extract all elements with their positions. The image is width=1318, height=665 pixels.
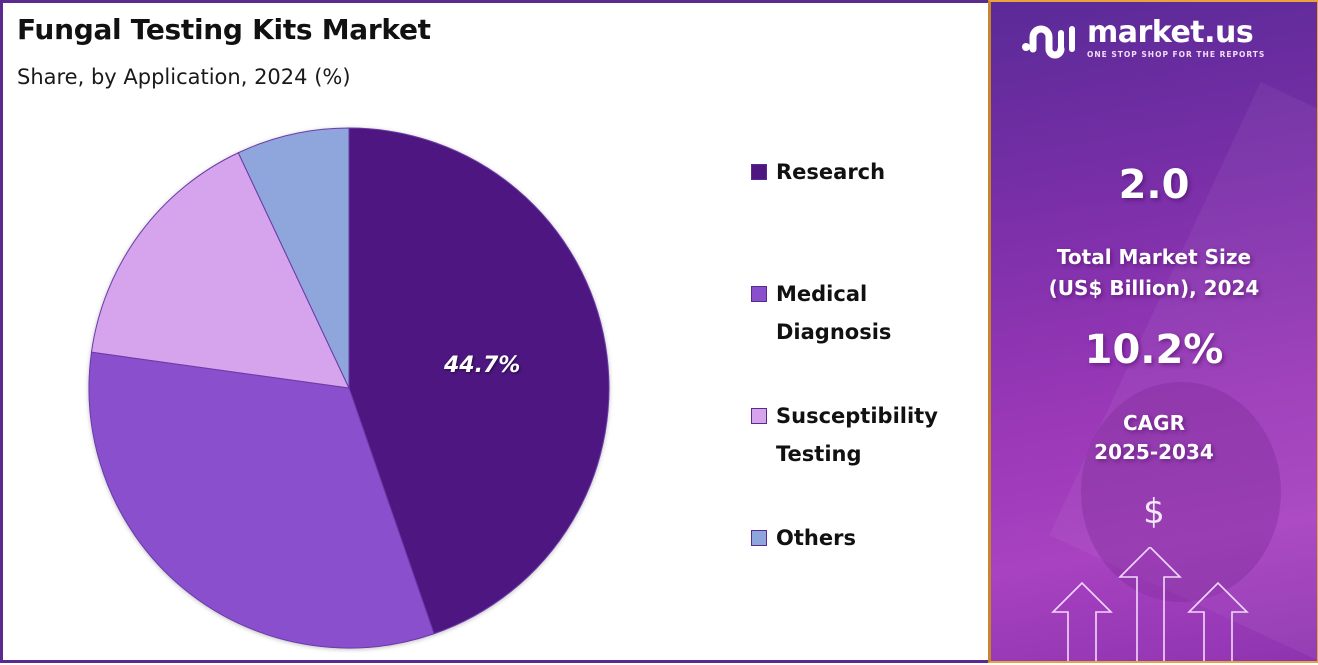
chart-subtitle: Share, by Application, 2024 (%) xyxy=(17,65,351,89)
chart-title: Fungal Testing Kits Market xyxy=(17,13,431,46)
background-coin-decoration xyxy=(1081,382,1281,602)
legend-label: Susceptibility Testing xyxy=(776,404,938,466)
growth-arrows-icon xyxy=(1051,547,1249,661)
brand-name: market.us xyxy=(1087,15,1254,50)
legend-item-others: Others xyxy=(751,519,976,557)
market-size-value: 2.0 xyxy=(1118,162,1190,208)
pie-chart xyxy=(83,121,623,661)
legend-item-research: Research xyxy=(751,153,976,191)
cagr-label-line2: 2025-2034 xyxy=(1094,440,1214,464)
pie-slice-research xyxy=(348,127,610,635)
brand-tagline: ONE STOP SHOP FOR THE REPORTS xyxy=(1087,50,1266,59)
pie-slice-others xyxy=(237,127,350,389)
legend-item-susceptibility-testing: Susceptibility Testing xyxy=(751,397,956,473)
pie-svg xyxy=(88,127,610,649)
summary-panel: market.us ONE STOP SHOP FOR THE REPORTS … xyxy=(988,0,1318,663)
legend-item-medical-diagnosis: Medical Diagnosis xyxy=(751,275,896,351)
cagr-label-line1: CAGR xyxy=(1123,411,1185,435)
slice-label-research: 44.7% xyxy=(444,353,521,378)
market-size-label-line1: Total Market Size xyxy=(1056,245,1252,269)
pie-slice-medical-diagnosis xyxy=(88,351,435,649)
legend-label: Medical Diagnosis xyxy=(776,282,892,344)
brand-logo: market.us ONE STOP SHOP FOR THE REPORTS xyxy=(1021,18,1265,59)
legend-label: Others xyxy=(776,526,856,550)
market-size-label-line2: (US$ Billion), 2024 xyxy=(1048,276,1260,300)
legend-swatch-susceptibility-testing xyxy=(751,408,767,424)
legend-swatch-medical-diagnosis xyxy=(751,286,767,302)
legend-swatch-others xyxy=(751,530,767,546)
legend-swatch-research xyxy=(751,164,767,180)
cagr-value: 10.2% xyxy=(1084,327,1224,373)
chart-panel: Fungal Testing Kits Market Share, by App… xyxy=(0,0,990,663)
legend-label: Research xyxy=(776,160,886,184)
market-us-logo-icon xyxy=(1022,25,1075,58)
pie-slice-susceptibility-testing xyxy=(90,152,350,389)
dollar-icon: $ xyxy=(1143,492,1165,532)
